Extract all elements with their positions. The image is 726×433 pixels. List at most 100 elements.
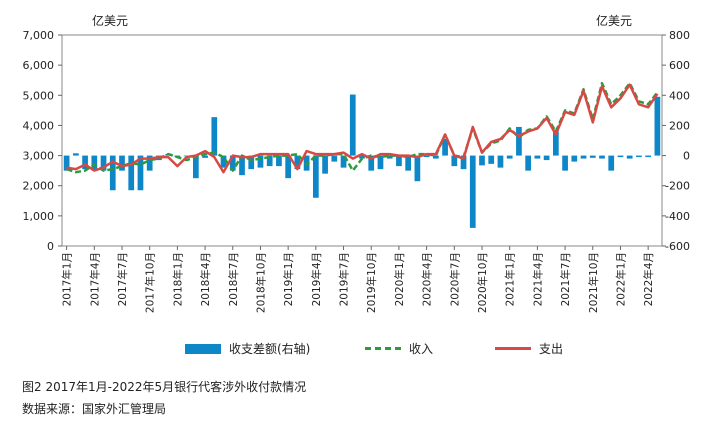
- bar-balance: [229, 155, 236, 171]
- bar-balance: [239, 155, 245, 176]
- bar-balance: [626, 155, 633, 159]
- x-tick-label: 2019年7月: [338, 252, 351, 306]
- bar-balance: [469, 155, 476, 228]
- right-tick-label: 600: [669, 59, 690, 72]
- bar-balance: [562, 155, 568, 171]
- x-tick-label: 2022年4月: [642, 252, 655, 306]
- x-tick-label: 2017年1月: [61, 252, 74, 306]
- bar-balance: [645, 155, 652, 158]
- bar-balance: [599, 155, 605, 159]
- left-tick-label: 5,000: [23, 89, 55, 102]
- bar-balance: [72, 153, 79, 156]
- bar-balance: [534, 155, 541, 159]
- x-tick-label: 2020年1月: [393, 252, 406, 306]
- x-tick-label: 2017年10月: [144, 252, 157, 313]
- legend-item-income: 收入: [365, 340, 433, 357]
- x-tick-label: 2018年7月: [227, 252, 240, 306]
- bar-balance: [479, 155, 485, 166]
- bar-balance: [525, 155, 532, 171]
- bar-balance: [82, 155, 88, 170]
- bar-balance: [442, 138, 448, 156]
- bar-balance: [488, 155, 495, 164]
- bar-balance: [202, 155, 208, 158]
- line-expense: [66, 83, 659, 174]
- legend-swatch-balance: [185, 343, 221, 354]
- x-tick-label: 2019年1月: [282, 252, 295, 306]
- bar-balance: [636, 155, 642, 158]
- left-tick-label: 6,000: [23, 59, 55, 72]
- bar-balance: [571, 155, 578, 162]
- x-tick-label: 2018年4月: [199, 252, 212, 306]
- left-tick-label: 7,000: [23, 29, 55, 42]
- legend-item-balance: 收支差额(右轴): [185, 340, 310, 357]
- bar-balance: [543, 155, 550, 161]
- legend-label-expense: 支出: [539, 342, 564, 356]
- x-tick-label: 2018年1月: [171, 252, 184, 306]
- right-tick-label: -200: [665, 180, 690, 193]
- bar-balance: [516, 126, 522, 156]
- bar-balance: [497, 155, 504, 168]
- legend-item-expense: 支出: [495, 340, 563, 357]
- x-tick-label: 2017年4月: [88, 252, 101, 306]
- x-tick-label: 2021年10月: [587, 252, 600, 313]
- x-tick-label: 2022年1月: [614, 252, 627, 306]
- bar-balance: [109, 155, 116, 191]
- bar-balance: [368, 155, 375, 171]
- bar-balance: [552, 129, 559, 156]
- line-income: [66, 81, 659, 174]
- bar-balance: [331, 155, 338, 162]
- right-tick-label: 200: [669, 119, 690, 132]
- data-source: 数据来源：国家外汇管理局: [22, 402, 167, 416]
- left-tick-label: 1,000: [23, 210, 55, 223]
- bar-balance: [506, 155, 513, 159]
- left-axis-unit: 亿美元: [92, 14, 129, 28]
- bar-balance: [119, 155, 125, 171]
- bar-balance: [654, 96, 661, 156]
- right-tick-label: -400: [665, 210, 690, 223]
- left-tick-label: 0: [47, 240, 54, 253]
- x-tick-label: 2019年4月: [310, 252, 323, 306]
- bar-balance: [220, 155, 227, 168]
- bar-balance: [405, 155, 412, 171]
- bar-balance: [617, 155, 624, 158]
- x-tick-label: 2020年7月: [448, 252, 461, 306]
- bar-balance: [211, 117, 218, 156]
- bar-balance: [266, 155, 273, 167]
- x-tick-label: 2017年7月: [116, 252, 129, 306]
- figure-caption: 图2 2017年1月-2022年5月银行代客涉外收付款情况: [22, 380, 307, 394]
- bar-balance: [322, 155, 328, 174]
- bar-balance: [128, 155, 135, 191]
- bar-balance: [285, 155, 292, 179]
- left-tick-label: 3,000: [23, 150, 55, 163]
- legend-swatch-income: [365, 347, 401, 350]
- bar-balance: [589, 155, 596, 158]
- bar-balance: [580, 155, 587, 159]
- bar-balance: [359, 155, 365, 159]
- bar-balance: [100, 155, 107, 171]
- bar-balance: [349, 94, 356, 156]
- x-tick-label: 2020年4月: [421, 252, 434, 306]
- left-tick-label: 2,000: [23, 180, 55, 193]
- bar-balance: [146, 155, 153, 171]
- x-tick-label: 2021年4月: [531, 252, 544, 306]
- x-tick-label: 2021年1月: [504, 252, 517, 306]
- plot-frame: [61, 34, 663, 247]
- bar-balance: [91, 155, 98, 171]
- bar-balance: [137, 155, 144, 191]
- bar-balance: [432, 155, 439, 159]
- bar-balance: [248, 155, 255, 170]
- bar-balance: [192, 155, 199, 179]
- right-tick-label: -600: [665, 240, 690, 253]
- bar-balance: [312, 155, 319, 198]
- legend-label-income: 收入: [409, 342, 434, 356]
- bar-balance: [340, 155, 347, 168]
- bar-balance: [460, 155, 467, 170]
- bar-balance: [451, 155, 458, 167]
- x-tick-label: 2019年10月: [365, 252, 378, 313]
- x-tick-label: 2021年7月: [559, 252, 572, 306]
- bar-balance: [294, 155, 301, 170]
- bar-balance: [377, 155, 384, 170]
- bar-balance: [276, 155, 282, 167]
- x-tick-label: 2020年10月: [476, 252, 489, 313]
